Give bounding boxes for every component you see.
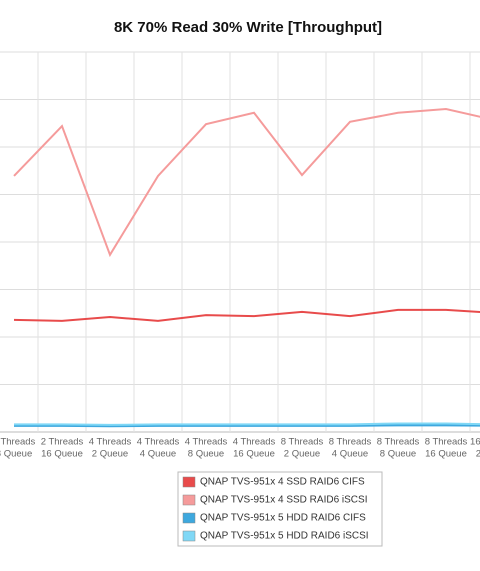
legend-swatch <box>182 530 196 542</box>
chart-title: 8K 70% Read 30% Write [Throughput] <box>114 19 382 36</box>
series-line <box>14 424 480 428</box>
x-tick-label: 8 Threads <box>377 437 420 448</box>
x-tick-label: 2 Queue <box>476 449 480 460</box>
legend-label: QNAP TVS-951x 4 SSD RAID6 iSCSI <box>200 495 367 506</box>
x-tick-label: 8 Queue <box>380 449 416 460</box>
x-tick-label: 16 Queue <box>233 449 275 460</box>
x-tick-label: 4 Queue <box>140 449 176 460</box>
legend-label: QNAP TVS-951x 5 HDD RAID6 CIFS <box>200 513 366 524</box>
x-tick-label: 8 Queue <box>0 449 32 460</box>
x-tick-label: 16 Queue <box>425 449 467 460</box>
x-tick-label: 8 Threads <box>329 437 372 448</box>
legend-swatch <box>182 512 196 524</box>
x-tick-label: 4 Queue <box>332 449 368 460</box>
x-tick-label: 8 Queue <box>188 449 224 460</box>
x-tick-label: 8 Threads <box>281 437 324 448</box>
legend-swatch <box>182 494 196 506</box>
legend-swatch <box>182 476 196 488</box>
x-tick-label: 4 Threads <box>233 437 276 448</box>
x-tick-label: 16 Queue <box>41 449 83 460</box>
legend-label: QNAP TVS-951x 4 SSD RAID6 CIFS <box>200 477 365 488</box>
legend-box <box>177 471 383 547</box>
legend-label: QNAP TVS-951x 5 HDD RAID6 iSCSI <box>200 531 369 542</box>
series-line <box>14 422 480 426</box>
x-tick-label: 16 Threads <box>470 437 480 448</box>
x-tick-label: 8 Threads <box>425 437 468 448</box>
x-tick-label: 2 Threads <box>0 437 36 448</box>
series-line <box>13 308 480 322</box>
x-tick-label: 4 Threads <box>89 437 132 448</box>
series-line <box>13 107 480 258</box>
x-tick-label: 4 Threads <box>185 437 228 448</box>
x-tick-label: 2 Queue <box>92 449 128 460</box>
x-tick-label: 2 Queue <box>284 449 320 460</box>
x-tick-label: 4 Threads <box>137 437 180 448</box>
x-tick-label: 2 Threads <box>41 437 84 448</box>
